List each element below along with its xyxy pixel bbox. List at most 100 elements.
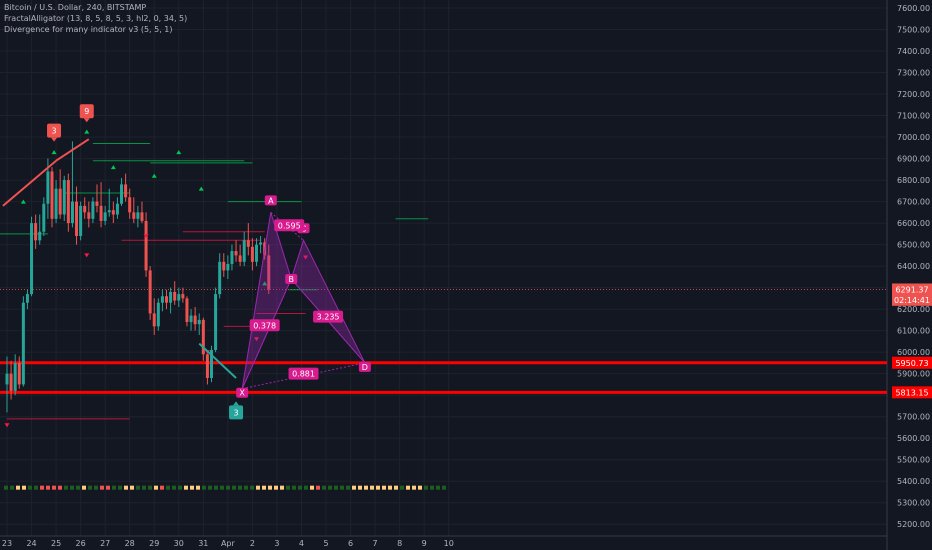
y-tick-label: 7600.00 <box>897 4 930 13</box>
symbol-title[interactable]: Bitcoin / U.S. Dollar, 240, BITSTAMP <box>4 3 147 12</box>
indicator-dot <box>82 485 86 490</box>
candle-body <box>230 251 234 264</box>
fractal-up-arrow <box>176 150 182 155</box>
candle-body <box>70 201 74 224</box>
indicator-dot <box>406 485 410 490</box>
candle-body <box>205 354 209 378</box>
support-price-tag: 5950.73 <box>892 356 932 369</box>
y-tick-label: 7500.00 <box>897 26 930 35</box>
price-tag-box <box>892 386 932 399</box>
trend-line <box>55 138 90 162</box>
candle-body <box>54 188 58 219</box>
candle-body <box>58 188 62 215</box>
pattern-point-label: X <box>239 389 245 398</box>
indicator-dot <box>106 485 110 490</box>
y-tick-label: 5400.00 <box>897 477 930 486</box>
candle-body <box>25 294 29 303</box>
candle-body <box>152 313 156 327</box>
countdown-tag: 02:14:41 <box>892 293 932 306</box>
x-tick-label: 9 <box>422 539 427 548</box>
x-tick-label: 4 <box>299 539 304 548</box>
indicator-dot <box>100 485 104 490</box>
candle-body <box>42 203 46 232</box>
pattern-ratio-box <box>288 367 319 380</box>
candle-body <box>140 212 144 221</box>
pattern-ratio: 0.595 <box>274 219 305 232</box>
x-tick-label: 28 <box>125 539 135 548</box>
candle-body <box>34 223 38 241</box>
pattern-point-x: X <box>236 387 249 398</box>
candle-body <box>201 319 205 355</box>
last-price-tag: 6291.37 <box>892 283 932 296</box>
fractal-levels <box>0 143 429 420</box>
y-tick-label: 6800.00 <box>897 176 930 185</box>
indicator-fractal-alligator[interactable]: FractalAlligator (13, 8, 5, 8, 5, 3, hl2… <box>4 14 188 23</box>
x-tick-label: 25 <box>51 539 61 548</box>
indicator-dot <box>424 485 428 490</box>
fractal-down-arrow <box>253 337 259 342</box>
indicator-dot <box>286 485 290 490</box>
indicator-dot <box>250 485 254 490</box>
indicator-dot <box>28 485 32 490</box>
indicator-dot <box>436 485 440 490</box>
candle-body <box>238 255 242 262</box>
y-tick-label: 6400.00 <box>897 262 930 271</box>
fractal-up-arrow <box>151 173 157 178</box>
indicator-dot <box>226 485 230 490</box>
fractal-count-pointer <box>233 401 240 406</box>
fractal-down-arrow <box>4 423 10 428</box>
fractal-count-label: 9 <box>79 104 94 123</box>
indicator-dot <box>58 485 62 490</box>
price-tag-text: 5813.15 <box>895 388 928 397</box>
y-tick-label: 5600.00 <box>897 434 930 443</box>
indicator-dot <box>232 485 236 490</box>
x-tick-label: 24 <box>26 539 36 548</box>
indicator-dot <box>304 485 308 490</box>
candle-body <box>136 212 140 219</box>
fractal-up-arrow <box>84 129 90 134</box>
candle-body <box>234 251 238 256</box>
y-tick-label: 7000.00 <box>897 133 930 142</box>
indicator-dot <box>328 485 332 490</box>
indicator-dot <box>202 485 206 490</box>
x-tick-label: Apr <box>221 539 236 548</box>
y-tick-label: 6600.00 <box>897 219 930 228</box>
pattern-point-label: D <box>362 363 368 372</box>
y-tick-label: 7200.00 <box>897 90 930 99</box>
divergence-dot-strip <box>4 485 446 490</box>
price-tag-text: 6291.37 <box>895 285 928 294</box>
candle-body <box>165 296 169 303</box>
indicator-divergence[interactable]: Divergence for many indicator v3 (5, 5, … <box>4 25 173 34</box>
chart-legend: Bitcoin / U.S. Dollar, 240, BITSTAMP Fra… <box>4 2 187 35</box>
indicator-dot <box>382 485 386 490</box>
fractal-count-text: 3 <box>233 408 238 417</box>
fractal-count-text: 3 <box>51 127 56 136</box>
x-tick-label: 2 <box>250 539 255 548</box>
candle-body <box>222 261 226 271</box>
candle-body <box>120 184 124 204</box>
candle-body <box>30 223 34 295</box>
x-tick-label: 30 <box>174 539 184 548</box>
y-tick-label: 6100.00 <box>897 327 930 336</box>
indicator-dot <box>370 485 374 490</box>
x-tick-label: 5 <box>323 539 328 548</box>
candle-body <box>50 171 54 219</box>
pattern-ratio-label: 0.595 <box>278 221 301 230</box>
indicator-dot <box>364 485 368 490</box>
indicator-dot <box>94 485 98 490</box>
candle-body <box>185 298 189 323</box>
indicator-dot <box>130 485 134 490</box>
pattern-ratio-box <box>313 310 344 323</box>
pattern-point-box <box>285 274 298 285</box>
candle-body <box>177 294 181 301</box>
indicator-dot <box>274 485 278 490</box>
x-tick-label: 31 <box>198 539 208 548</box>
pattern-point-a: A <box>264 195 277 206</box>
pattern-ratio: 0.881 <box>288 367 319 380</box>
candle-body <box>254 244 258 262</box>
fractal-count-box <box>79 104 94 119</box>
indicator-dot <box>76 485 80 490</box>
grid <box>0 0 887 536</box>
indicator-dot <box>64 485 68 490</box>
